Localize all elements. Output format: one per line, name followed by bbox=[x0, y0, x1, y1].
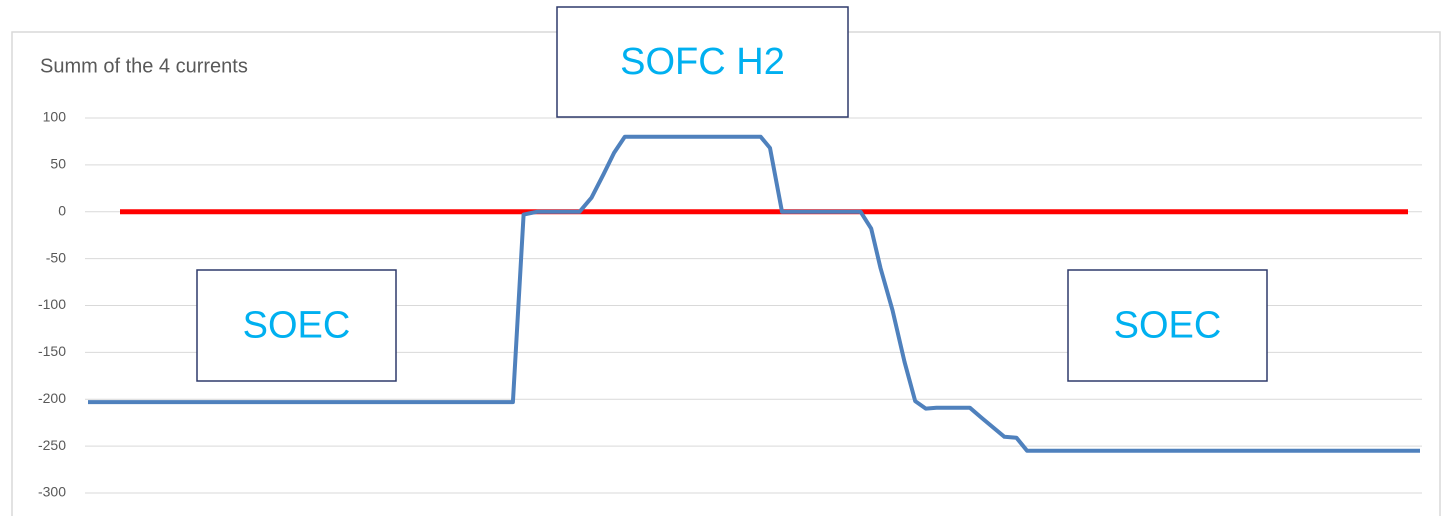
annotation-label: SOEC bbox=[243, 305, 351, 347]
y-tick-label: -300 bbox=[38, 484, 66, 500]
annotation-label: SOEC bbox=[1114, 305, 1222, 347]
annotation-box bbox=[556, 6, 849, 118]
annotation-box bbox=[1067, 269, 1268, 382]
annotation-label: SOFC H2 bbox=[620, 41, 785, 83]
data-line bbox=[88, 134, 1420, 453]
y-tick-label: -50 bbox=[46, 249, 66, 265]
y-tick-label: -100 bbox=[38, 296, 66, 312]
y-tick-label: -200 bbox=[38, 390, 66, 406]
y-tick-label: 100 bbox=[43, 109, 67, 125]
chart-title: Summ of the 4 currents bbox=[40, 55, 248, 77]
y-tick-label: 50 bbox=[50, 156, 66, 172]
y-tick-label: 0 bbox=[58, 202, 66, 218]
y-tick-label: -150 bbox=[38, 343, 66, 359]
annotation-box bbox=[196, 269, 397, 382]
y-tick-label: -250 bbox=[38, 437, 66, 453]
